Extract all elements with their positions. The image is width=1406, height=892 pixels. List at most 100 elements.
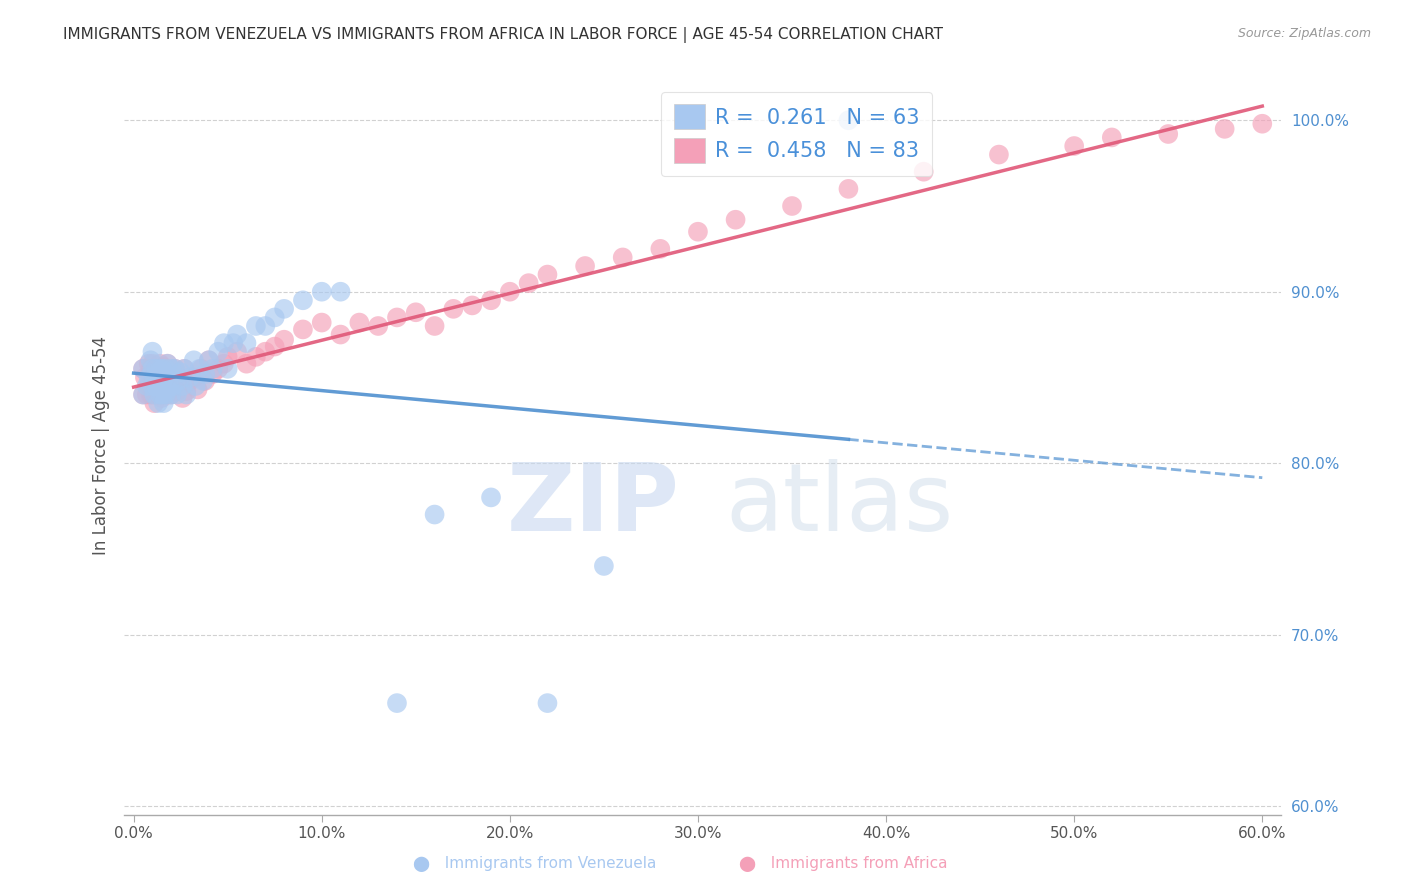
- Point: [150, 361, 173, 376]
- Point: [479, 293, 502, 308]
- Point: [217, 361, 239, 376]
- Point: [499, 285, 522, 299]
- Point: [162, 374, 184, 388]
- Point: [207, 344, 229, 359]
- Point: [145, 361, 167, 376]
- Point: [160, 387, 183, 401]
- Point: [132, 361, 155, 376]
- Point: [194, 374, 217, 388]
- Point: [138, 379, 160, 393]
- Point: [146, 367, 169, 381]
- Point: [536, 268, 558, 282]
- Point: [132, 361, 155, 376]
- Point: [160, 387, 183, 401]
- Point: [263, 340, 285, 354]
- Text: atlas: atlas: [725, 459, 955, 551]
- Point: [150, 387, 173, 401]
- Point: [139, 353, 162, 368]
- Point: [536, 696, 558, 710]
- Point: [150, 391, 173, 405]
- Point: [156, 383, 179, 397]
- Point: [139, 361, 162, 376]
- Point: [187, 383, 209, 397]
- Point: [169, 365, 191, 379]
- Text: IMMIGRANTS FROM VENEZUELA VS IMMIGRANTS FROM AFRICA IN LABOR FORCE | AGE 45-54 C: IMMIGRANTS FROM VENEZUELA VS IMMIGRANTS …: [63, 27, 943, 43]
- Point: [141, 344, 163, 359]
- Point: [149, 387, 172, 401]
- Point: [134, 370, 156, 384]
- Point: [593, 558, 616, 573]
- Point: [156, 379, 179, 393]
- Point: [273, 301, 295, 316]
- Point: [155, 361, 177, 376]
- Point: [143, 396, 166, 410]
- Point: [139, 387, 162, 401]
- Point: [141, 357, 163, 371]
- Point: [212, 336, 235, 351]
- Point: [193, 374, 215, 388]
- Point: [273, 333, 295, 347]
- Point: [150, 379, 173, 393]
- Point: [226, 344, 249, 359]
- Point: [169, 379, 191, 393]
- Point: [145, 379, 167, 393]
- Point: [172, 391, 194, 405]
- Text: ⬤   Immigrants from Africa: ⬤ Immigrants from Africa: [740, 856, 948, 872]
- Point: [179, 374, 201, 388]
- Point: [837, 113, 859, 128]
- Point: [152, 396, 174, 410]
- Point: [176, 387, 198, 401]
- Point: [157, 383, 180, 397]
- Point: [157, 379, 180, 393]
- Point: [184, 379, 207, 393]
- Point: [160, 361, 183, 376]
- Text: Source: ZipAtlas.com: Source: ZipAtlas.com: [1237, 27, 1371, 40]
- Point: [163, 361, 186, 376]
- Point: [405, 305, 427, 319]
- Point: [217, 350, 239, 364]
- Point: [724, 212, 747, 227]
- Point: [479, 491, 502, 505]
- Point: [173, 361, 195, 376]
- Point: [574, 259, 596, 273]
- Point: [138, 357, 160, 371]
- Point: [146, 379, 169, 393]
- Point: [291, 293, 314, 308]
- Point: [201, 361, 224, 376]
- Point: [143, 370, 166, 384]
- Point: [183, 353, 205, 368]
- Point: [254, 344, 277, 359]
- Point: [149, 357, 172, 371]
- Point: [152, 370, 174, 384]
- Point: [163, 361, 186, 376]
- Point: [152, 360, 174, 375]
- Point: [311, 316, 333, 330]
- Point: [441, 301, 464, 316]
- Y-axis label: In Labor Force | Age 45-54: In Labor Force | Age 45-54: [93, 336, 110, 556]
- Point: [132, 387, 155, 401]
- Point: [349, 316, 371, 330]
- Point: [686, 225, 709, 239]
- Point: [212, 357, 235, 371]
- Point: [132, 387, 155, 401]
- Point: [183, 370, 205, 384]
- Point: [423, 318, 446, 333]
- Point: [1289, 113, 1312, 128]
- Point: [150, 374, 173, 388]
- Point: [146, 387, 169, 401]
- Point: [254, 318, 277, 333]
- Point: [311, 285, 333, 299]
- Point: [156, 357, 179, 371]
- Point: [179, 370, 201, 384]
- Point: [173, 361, 195, 376]
- Point: [141, 361, 163, 376]
- Point: [145, 387, 167, 401]
- Point: [167, 374, 190, 388]
- Point: [141, 374, 163, 388]
- Point: [1251, 117, 1274, 131]
- Point: [1063, 139, 1085, 153]
- Point: [152, 384, 174, 398]
- Point: [235, 357, 257, 371]
- Text: ⬤   Immigrants from Venezuela: ⬤ Immigrants from Venezuela: [412, 856, 657, 872]
- Point: [1101, 130, 1123, 145]
